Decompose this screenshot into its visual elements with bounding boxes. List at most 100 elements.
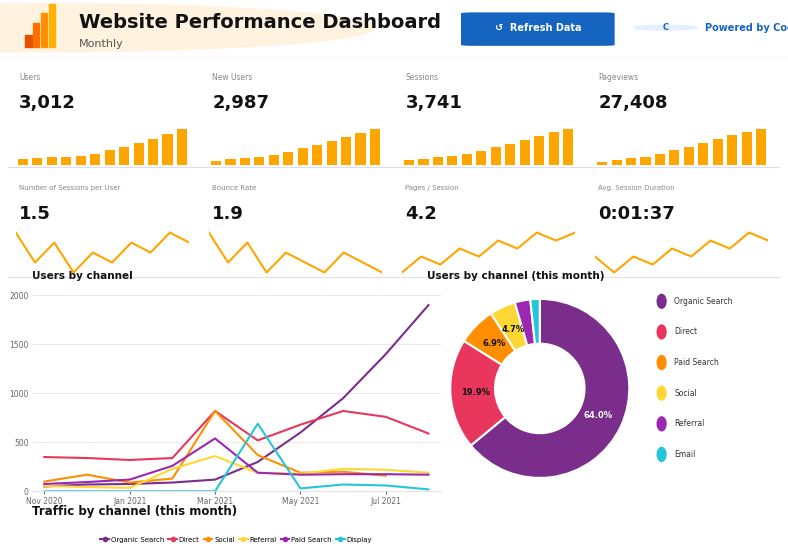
Bar [225, 159, 236, 165]
Bar [727, 135, 738, 165]
Bar [25, 35, 32, 47]
Text: Direct: Direct [675, 327, 697, 337]
Text: 3,741: 3,741 [405, 94, 463, 112]
Bar [448, 156, 458, 165]
Bar [684, 147, 694, 165]
Text: Bounce Rate: Bounce Rate [212, 186, 257, 191]
Bar [18, 159, 28, 165]
Bar [119, 147, 129, 165]
Bar [341, 137, 351, 165]
Circle shape [657, 447, 666, 461]
Bar [712, 139, 723, 165]
Text: 1.5: 1.5 [19, 205, 51, 223]
Bar [298, 148, 308, 165]
Text: 4.7%: 4.7% [501, 326, 525, 334]
Text: Sessions: Sessions [405, 73, 438, 82]
Text: Traffic by channel (this month): Traffic by channel (this month) [32, 505, 236, 518]
Text: 2,987: 2,987 [212, 94, 269, 112]
Bar [476, 151, 486, 165]
Text: 19.9%: 19.9% [461, 388, 490, 397]
Text: Email: Email [675, 450, 696, 459]
Circle shape [657, 325, 666, 339]
Bar [418, 159, 429, 165]
Bar [211, 161, 221, 165]
Bar [698, 143, 708, 165]
Bar [76, 156, 86, 165]
Bar [655, 154, 665, 165]
Text: 1.9: 1.9 [212, 205, 244, 223]
Text: New Users: New Users [212, 73, 253, 82]
Text: Pageviews: Pageviews [598, 73, 638, 82]
Circle shape [657, 417, 666, 431]
Bar [491, 148, 501, 165]
Bar [462, 154, 472, 165]
Text: 0:01:37: 0:01:37 [598, 205, 675, 223]
Bar [283, 152, 293, 165]
Text: Social: Social [675, 389, 697, 397]
Text: ↺  Refresh Data: ↺ Refresh Data [495, 23, 581, 33]
Wedge shape [470, 299, 630, 478]
Bar [49, 4, 55, 47]
Text: Number of Sessions per User: Number of Sessions per User [19, 186, 121, 191]
Text: 3,012: 3,012 [19, 94, 76, 112]
Text: C: C [663, 23, 669, 32]
Wedge shape [464, 313, 515, 365]
Wedge shape [491, 302, 527, 351]
Text: Monthly: Monthly [79, 39, 124, 49]
Text: Users by channel (this month): Users by channel (this month) [426, 271, 604, 281]
Bar [519, 140, 530, 165]
Bar [370, 128, 380, 165]
Text: Referral: Referral [675, 419, 704, 428]
Wedge shape [515, 299, 535, 345]
Bar [742, 132, 752, 165]
Bar [355, 133, 366, 165]
Bar [240, 158, 250, 165]
Bar [312, 145, 322, 165]
Legend: Organic Search, Direct, Social, Referral, Paid Search, Display: Organic Search, Direct, Social, Referral… [98, 534, 375, 546]
Bar [61, 157, 72, 165]
Circle shape [657, 294, 666, 308]
Bar [46, 158, 57, 165]
FancyBboxPatch shape [461, 13, 615, 46]
Circle shape [0, 3, 374, 52]
Bar [404, 160, 414, 165]
Bar [548, 132, 559, 165]
Text: Avg. Session Duration: Avg. Session Duration [598, 186, 675, 191]
Bar [756, 128, 766, 165]
Bar [177, 128, 187, 165]
Text: Pages / Session: Pages / Session [405, 186, 459, 191]
Circle shape [657, 386, 666, 400]
Text: Powered by Coefficient: Powered by Coefficient [705, 23, 788, 33]
Text: Paid Search: Paid Search [675, 358, 719, 367]
Bar [641, 157, 651, 165]
Bar [611, 160, 622, 165]
Text: 64.0%: 64.0% [584, 411, 612, 421]
Bar [162, 134, 173, 165]
Text: Organic Search: Organic Search [675, 297, 733, 306]
Bar [563, 128, 573, 165]
Bar [269, 155, 279, 165]
Text: 27,408: 27,408 [598, 94, 668, 112]
Text: 4.2: 4.2 [405, 205, 437, 223]
Bar [326, 141, 336, 165]
Circle shape [657, 356, 666, 369]
Text: Users: Users [19, 73, 41, 82]
Bar [626, 158, 636, 165]
Text: Users by channel: Users by channel [32, 271, 132, 281]
Circle shape [634, 25, 697, 30]
Bar [505, 144, 515, 165]
Bar [255, 157, 265, 165]
Bar [90, 154, 100, 165]
Bar [32, 158, 43, 165]
Bar [133, 143, 143, 165]
Bar [33, 23, 39, 47]
Bar [148, 139, 158, 165]
Bar [534, 136, 545, 165]
Wedge shape [450, 341, 505, 445]
Text: Website Performance Dashboard: Website Performance Dashboard [79, 13, 440, 32]
Bar [41, 13, 47, 47]
Bar [597, 162, 608, 165]
Wedge shape [530, 299, 540, 344]
Bar [105, 150, 115, 165]
Bar [433, 158, 443, 165]
